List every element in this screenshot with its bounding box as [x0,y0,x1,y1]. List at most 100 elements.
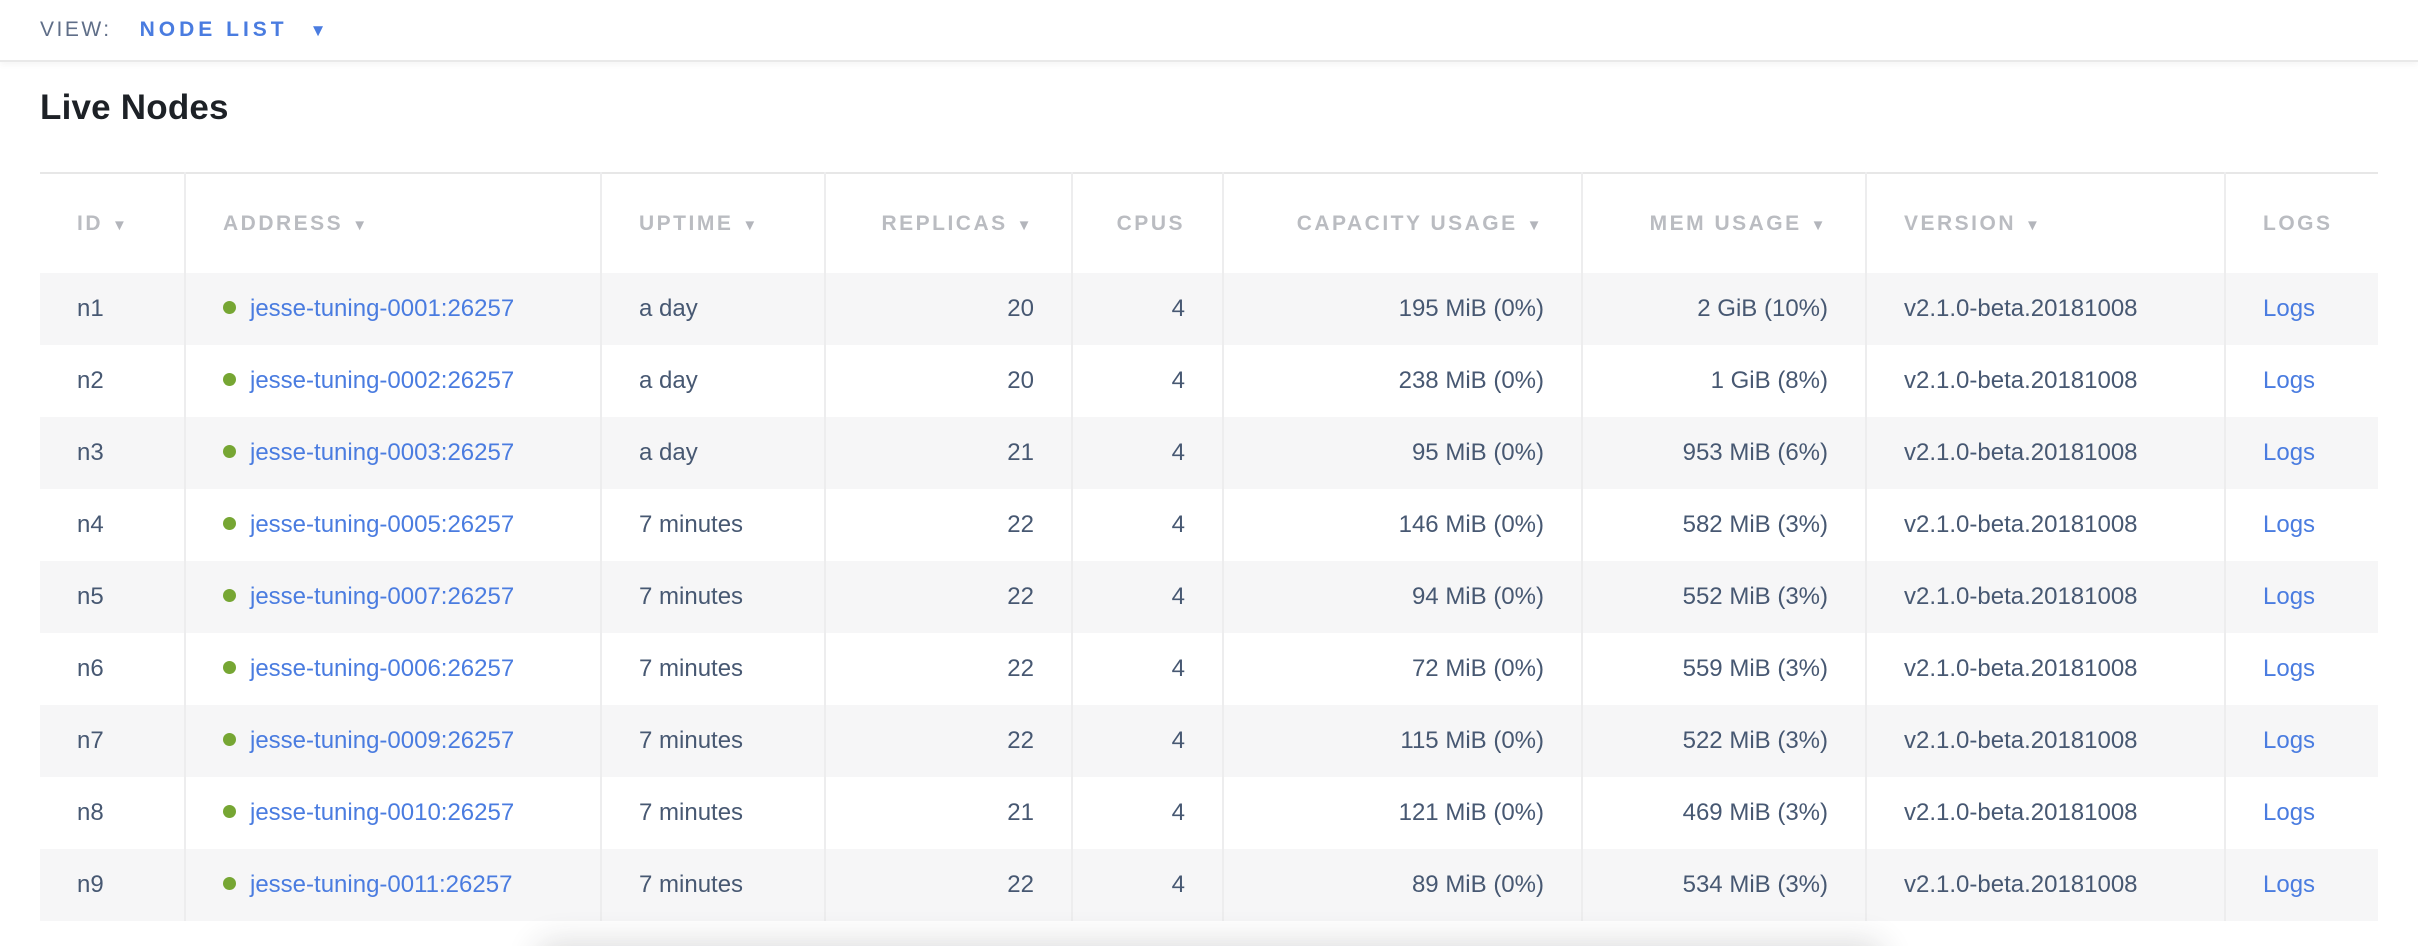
cell-cpus: 4 [1071,273,1223,345]
sort-arrow-icon: ▼ [1810,216,1828,234]
column-header-replicas[interactable]: REPLICAS ▼ [824,173,1072,273]
table-row: n2 jesse-tuning-0002:26257 a day 20 4 238 MiB… [40,345,2378,417]
column-label: REPLICAS [881,211,1008,235]
cell-mem: 522 MiB (3%) [1581,705,1866,777]
cell-id: n4 [40,489,185,561]
column-header-capacity[interactable]: CAPACITY USAGE ▼ [1222,173,1582,273]
cell-id: n8 [40,777,185,849]
table-row: n9 jesse-tuning-0011:26257 7 minutes 22 4 89 … [40,849,2378,921]
logs-link[interactable]: Logs [2263,511,2316,538]
column-header-version[interactable]: VERSION ▼ [1865,173,2225,273]
cell-capacity: 72 MiB (0%) [1222,633,1582,705]
cell-replicas: 20 [824,345,1072,417]
live-nodes-table: ID ▼ ADDRESS ▼ UPTIME ▼ REPLICAS ▼ CPUS CAPACITY … [40,172,2378,921]
cell-mem: 534 MiB (3%) [1581,849,1866,921]
cell-address: jesse-tuning-0001:26257 [184,273,601,345]
cell-address: jesse-tuning-0007:26257 [184,561,601,633]
cell-cpus: 4 [1071,489,1223,561]
table-row: n8 jesse-tuning-0010:26257 7 minutes 21 4 121… [40,777,2378,849]
column-label: ID [77,211,103,235]
column-label: UPTIME [639,211,734,235]
sort-arrow-icon: ▼ [352,216,370,234]
logs-link[interactable]: Logs [2263,295,2316,322]
address-link[interactable]: jesse-tuning-0009:26257 [250,727,515,754]
logs-link[interactable]: Logs [2263,871,2316,898]
address-link[interactable]: jesse-tuning-0006:26257 [250,655,515,682]
table-row: n7 jesse-tuning-0009:26257 7 minutes 22 4 115… [40,705,2378,777]
table-row: n4 jesse-tuning-0005:26257 7 minutes 22 4 146… [40,489,2378,561]
table-row: n3 jesse-tuning-0003:26257 a day 21 4 95 MiB … [40,417,2378,489]
view-label: VIEW: [40,18,112,41]
logs-link[interactable]: Logs [2263,799,2316,826]
column-header-address[interactable]: ADDRESS ▼ [184,173,601,273]
cell-mem: 559 MiB (3%) [1581,633,1866,705]
cell-version: v2.1.0-beta.20181008 [1865,345,2225,417]
column-label: VERSION [1904,211,2017,235]
column-header-id[interactable]: ID ▼ [40,173,185,273]
cell-logs: Logs [2224,273,2378,345]
cell-mem: 2 GiB (10%) [1581,273,1866,345]
column-header-mem[interactable]: MEM USAGE ▼ [1581,173,1866,273]
cell-uptime: a day [600,417,825,489]
sort-arrow-icon: ▼ [1526,216,1544,234]
cell-logs: Logs [2224,633,2378,705]
table-header-row: ID ▼ ADDRESS ▼ UPTIME ▼ REPLICAS ▼ CPUS CAPACITY … [40,173,2378,273]
cell-logs: Logs [2224,417,2378,489]
address-link[interactable]: jesse-tuning-0005:26257 [250,511,515,538]
node-healthy-icon [223,661,236,674]
view-bar: VIEW: NODE LIST ▼ [0,0,2418,62]
address-link[interactable]: jesse-tuning-0011:26257 [250,871,513,898]
table-row: n6 jesse-tuning-0006:26257 7 minutes 22 4 72 … [40,633,2378,705]
cell-uptime: a day [600,273,825,345]
column-header-uptime[interactable]: UPTIME ▼ [600,173,825,273]
cell-version: v2.1.0-beta.20181008 [1865,273,2225,345]
cell-capacity: 94 MiB (0%) [1222,561,1582,633]
cell-uptime: 7 minutes [600,489,825,561]
cell-capacity: 195 MiB (0%) [1222,273,1582,345]
cell-cpus: 4 [1071,777,1223,849]
address-link[interactable]: jesse-tuning-0001:26257 [250,295,515,322]
cell-version: v2.1.0-beta.20181008 [1865,417,2225,489]
sort-arrow-icon: ▼ [1016,216,1034,234]
cell-uptime: 7 minutes [600,849,825,921]
cell-address: jesse-tuning-0009:26257 [184,705,601,777]
cell-capacity: 146 MiB (0%) [1222,489,1582,561]
sort-arrow-icon: ▼ [2025,216,2043,234]
cell-replicas: 22 [824,849,1072,921]
node-healthy-icon [223,301,236,314]
sort-arrow-icon: ▼ [742,216,760,234]
address-link[interactable]: jesse-tuning-0002:26257 [250,367,515,394]
logs-link[interactable]: Logs [2263,367,2316,394]
cell-mem: 582 MiB (3%) [1581,489,1866,561]
cell-mem: 1 GiB (8%) [1581,345,1866,417]
cell-cpus: 4 [1071,849,1223,921]
column-label: ADDRESS [223,211,344,235]
logs-link[interactable]: Logs [2263,655,2316,682]
cell-cpus: 4 [1071,345,1223,417]
node-healthy-icon [223,517,236,530]
cell-capacity: 95 MiB (0%) [1222,417,1582,489]
cell-capacity: 238 MiB (0%) [1222,345,1582,417]
cell-id: n3 [40,417,185,489]
cell-version: v2.1.0-beta.20181008 [1865,489,2225,561]
cell-mem: 953 MiB (6%) [1581,417,1866,489]
cell-capacity: 121 MiB (0%) [1222,777,1582,849]
address-link[interactable]: jesse-tuning-0010:26257 [250,799,515,826]
cell-uptime: 7 minutes [600,633,825,705]
cell-replicas: 21 [824,777,1072,849]
logs-link[interactable]: Logs [2263,727,2316,754]
node-healthy-icon [223,805,236,818]
view-select-dropdown[interactable]: NODE LIST ▼ [140,18,327,42]
logs-link[interactable]: Logs [2263,583,2316,610]
cell-address: jesse-tuning-0003:26257 [184,417,601,489]
cell-replicas: 22 [824,633,1072,705]
address-link[interactable]: jesse-tuning-0007:26257 [250,583,515,610]
column-label: CAPACITY USAGE [1296,211,1518,235]
cell-version: v2.1.0-beta.20181008 [1865,849,2225,921]
cell-id: n6 [40,633,185,705]
logs-link[interactable]: Logs [2263,439,2316,466]
node-healthy-icon [223,589,236,602]
cell-logs: Logs [2224,561,2378,633]
address-link[interactable]: jesse-tuning-0003:26257 [250,439,515,466]
column-label: LOGS [2263,211,2333,235]
